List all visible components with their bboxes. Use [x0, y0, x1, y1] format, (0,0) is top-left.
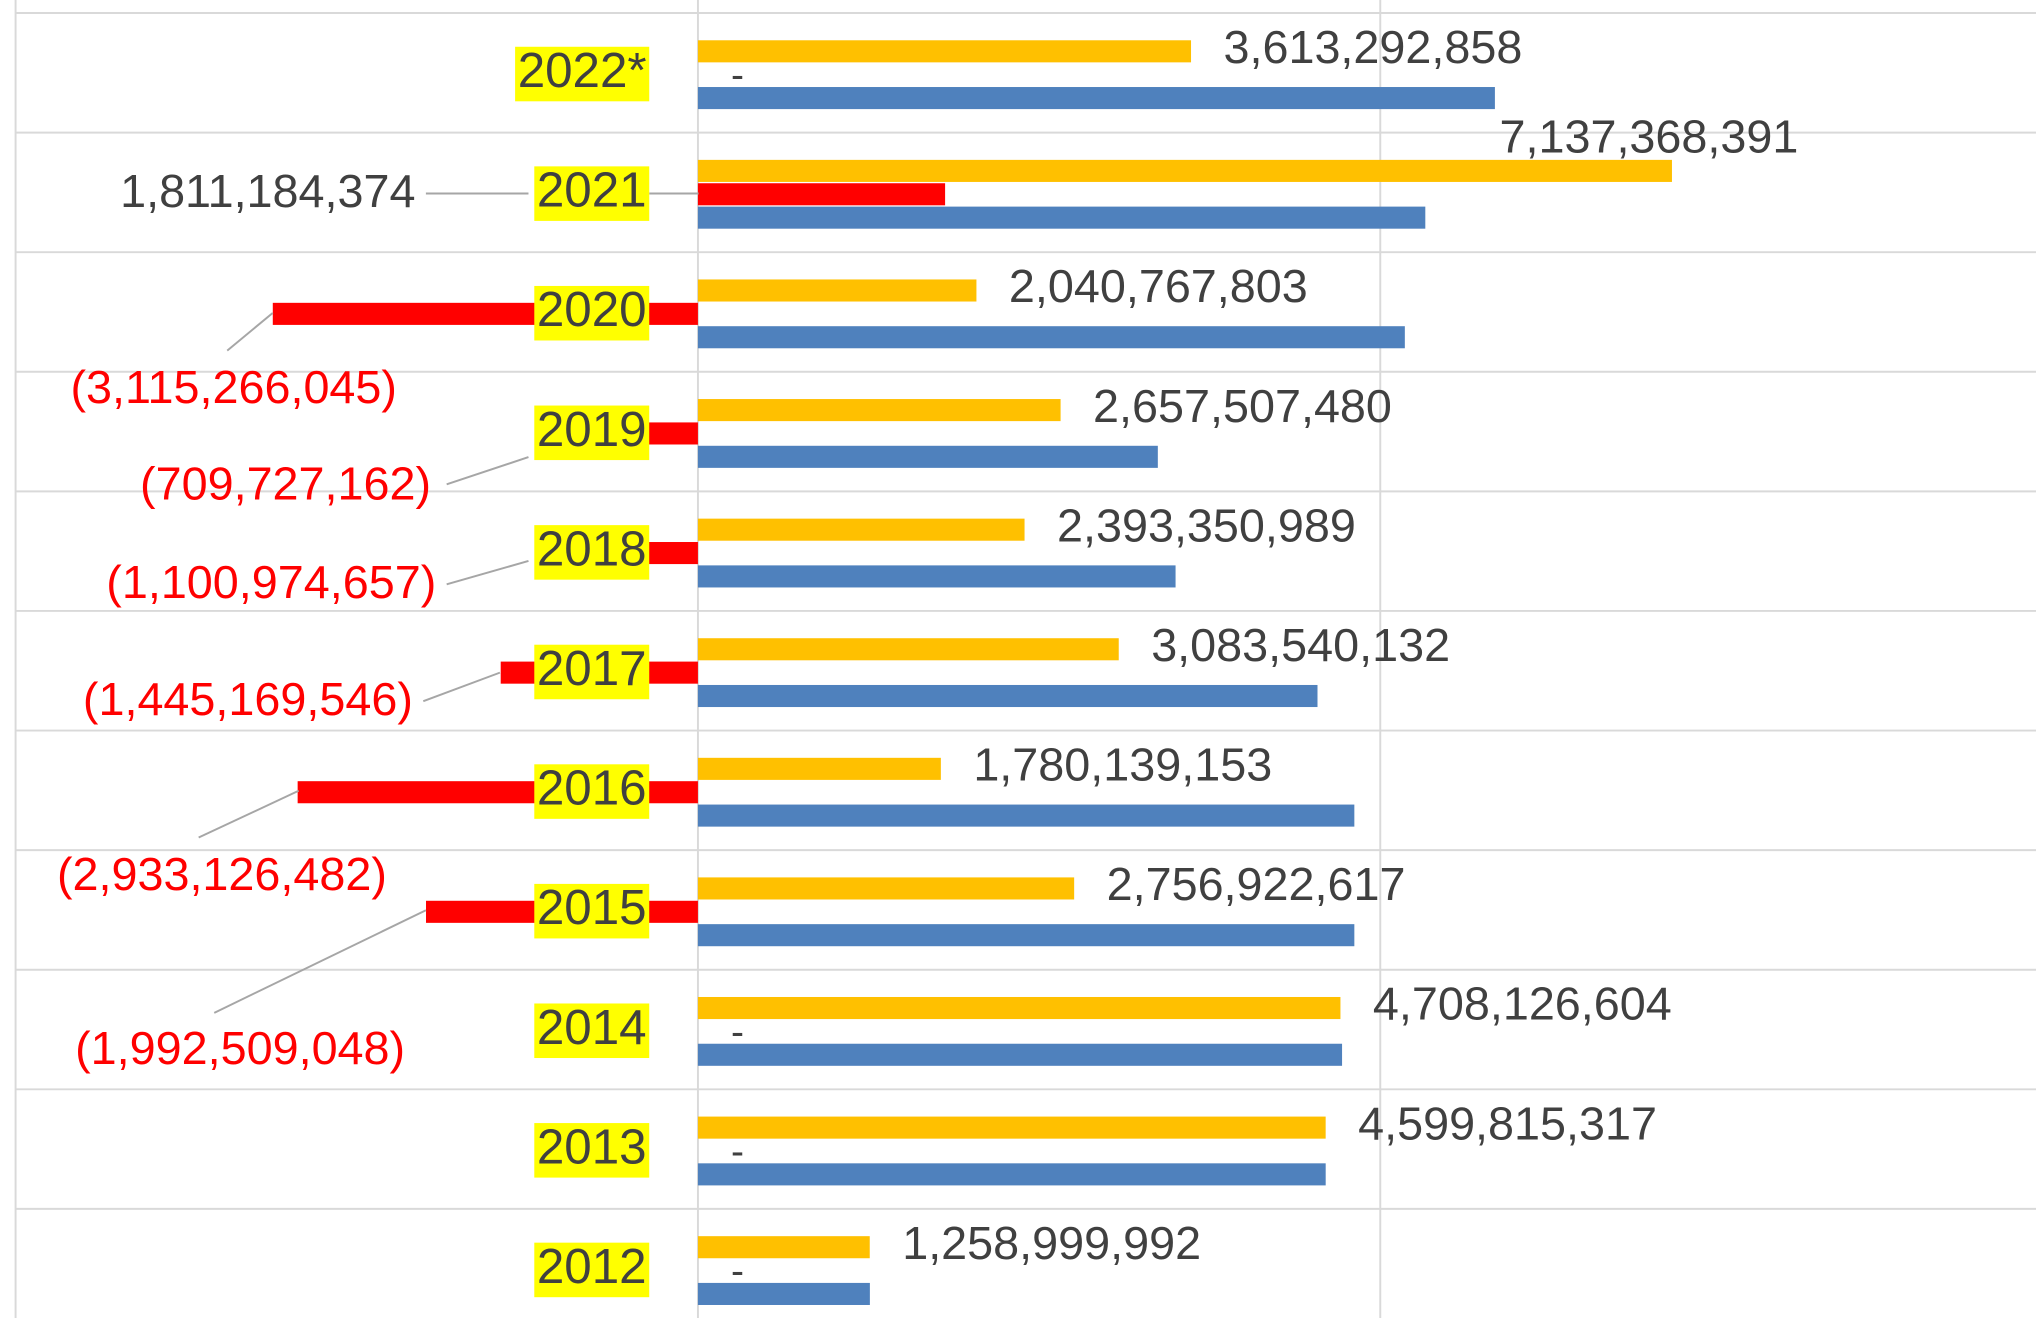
category-highlight: [534, 1123, 650, 1178]
category-labels: 2022* 2021 2020 2019 2018 2017 2016 2015 2014 201…: [515, 43, 650, 1298]
bar: [697, 877, 1075, 900]
category-highlight: [534, 1242, 650, 1298]
value-label: 1,780,139,153: [973, 739, 1272, 791]
category-label: 2012: [537, 1239, 647, 1294]
bar: [697, 518, 1025, 541]
bar: [697, 40, 1192, 63]
value-label: 2,657,507,480: [1093, 380, 1392, 432]
category-label: 2016: [537, 761, 647, 816]
value-label: (2,933,126,482): [57, 848, 387, 900]
bar: [697, 445, 1158, 468]
bar: [697, 1282, 870, 1305]
value-label: -: [731, 1250, 744, 1293]
value-label: 2,040,767,803: [1009, 260, 1308, 312]
bar: [697, 1236, 870, 1259]
category-highlight: [534, 285, 650, 341]
leader-line: [213, 909, 427, 1014]
value-label: 2,393,350,989: [1057, 499, 1356, 551]
category-label: 2018: [537, 521, 647, 576]
bar: [697, 1116, 1326, 1139]
category-highlight: [534, 1003, 650, 1059]
bar: [697, 757, 941, 780]
value-label: 4,599,815,317: [1358, 1097, 1657, 1149]
bar: [697, 638, 1119, 661]
leader-line: [198, 789, 300, 839]
category-label: 2022*: [518, 43, 647, 98]
bar: [697, 924, 1355, 947]
bar: [697, 684, 1318, 708]
value-label: 7,137,368,391: [1500, 111, 1799, 163]
bar: [697, 1163, 1326, 1186]
value-labels: 3,613,292,858 - 7,137,368,391 1,811,184,374…: [57, 21, 1798, 1293]
bar: [697, 206, 1426, 229]
bar: [697, 326, 1405, 349]
category-label: 2019: [537, 402, 647, 457]
bars: [272, 40, 1672, 1305]
leader-line: [226, 312, 274, 352]
value-label: (1,445,169,546): [83, 673, 413, 725]
bar: [697, 87, 1495, 110]
value-label: (1,100,974,657): [106, 556, 436, 608]
bar: [697, 996, 1341, 1020]
value-label: 1,811,184,374: [120, 165, 415, 217]
category-label: 2017: [537, 641, 647, 696]
category-highlight: [534, 764, 650, 819]
category-label: 2014: [537, 1000, 647, 1055]
bar: [697, 565, 1176, 588]
category-highlight: [515, 46, 650, 102]
bar: [697, 183, 946, 206]
leader-lines: [198, 192, 699, 1014]
category-highlight: [534, 525, 650, 580]
value-label: 3,083,540,132: [1151, 619, 1450, 671]
value-label: 1,258,999,992: [902, 1217, 1201, 1269]
category-label: 2015: [537, 880, 647, 935]
category-highlight: [534, 883, 650, 939]
leader-line: [446, 456, 529, 486]
category-label: 2013: [537, 1119, 647, 1174]
bar: [697, 804, 1355, 827]
bar: [697, 159, 1672, 182]
category-highlight: [534, 405, 650, 461]
value-label: -: [731, 1131, 744, 1174]
value-label: 3,613,292,858: [1223, 21, 1522, 73]
category-highlight: [534, 644, 650, 700]
value-label: (3,115,266,045): [70, 361, 397, 413]
leader-line: [422, 671, 501, 703]
value-label: (709,727,162): [140, 457, 431, 509]
value-label: -: [731, 1011, 744, 1054]
category-label: 2020: [537, 282, 647, 337]
category-highlight: [534, 166, 650, 221]
category-label: 2021: [537, 163, 647, 218]
bar: [697, 279, 977, 302]
value-label: 4,708,126,604: [1373, 978, 1672, 1030]
leader-line: [446, 560, 529, 586]
bar: [697, 399, 1061, 422]
value-label: -: [731, 54, 744, 97]
value-label: 2,756,922,617: [1107, 858, 1406, 910]
value-label: (1,992,509,048): [75, 1022, 405, 1074]
bar: [697, 1043, 1343, 1066]
